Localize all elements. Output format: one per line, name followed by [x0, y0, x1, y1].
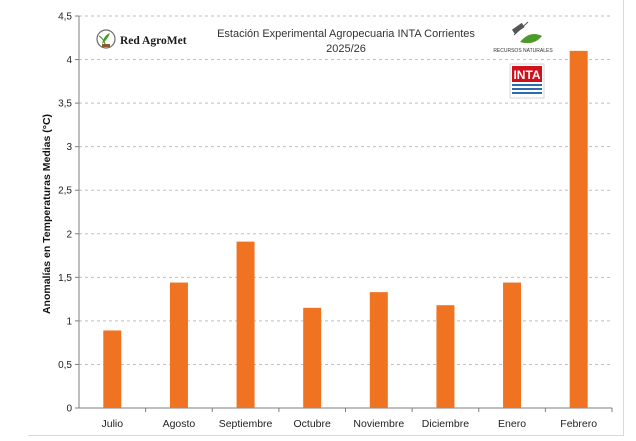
x-tick-label: Noviembre: [353, 418, 404, 430]
bar-enero: [503, 282, 522, 408]
x-tick-label: Diciembre: [422, 418, 469, 430]
x-tick-label: Agosto: [163, 418, 196, 430]
chart-frame: [28, 0, 624, 436]
inta-text: INTA: [513, 68, 540, 82]
recursos-naturales-logo: RECURSOS NATURALES: [493, 21, 553, 54]
chart-title: Estación Experimental Agropecuaria INTA …: [217, 28, 475, 40]
bar-agosto: [169, 282, 188, 408]
inta-logo: INTA: [509, 63, 545, 99]
satellite-leaf-icon: [511, 21, 542, 44]
bar-julio: [103, 330, 122, 408]
y-axis-label: Anomalías en Temperaturas Medias (°C): [41, 114, 53, 314]
x-tick-labels: Julio Agosto Septiembre Octubre Noviembre Dic…: [102, 408, 613, 430]
y-tick-label: 0,5: [58, 360, 72, 371]
x-tick-label: Febrero: [560, 418, 597, 430]
y-tick-label: 3: [66, 142, 72, 153]
red-agromet-logo: Red AgroMet: [96, 29, 187, 49]
bar-febrero: [569, 50, 588, 408]
x-tick-label: Julio: [102, 418, 124, 430]
chart-subtitle: 2025/26: [326, 43, 366, 55]
x-tick-label: Enero: [498, 418, 526, 430]
y-tick-label: 2,5: [58, 186, 72, 197]
plant-globe-icon: [96, 29, 116, 49]
bar-noviembre: [369, 292, 388, 408]
y-tick-labels: 0 0,5 1 1,5 2 2,5 3 3,5 4 4,5: [58, 12, 79, 415]
bar-diciembre: [436, 305, 455, 408]
bar-octubre: [303, 307, 322, 408]
x-tick-label: Septiembre: [219, 418, 273, 430]
y-tick-label: 0: [66, 404, 72, 415]
bars: [103, 50, 588, 408]
y-tick-label: 2: [66, 229, 72, 240]
red-agromet-text: Red AgroMet: [120, 35, 187, 47]
bar-septiembre: [236, 241, 255, 408]
recursos-naturales-text: RECURSOS NATURALES: [493, 48, 553, 54]
y-tick-label: 1: [66, 316, 72, 327]
y-tick-label: 4,5: [58, 12, 72, 23]
y-tick-label: 3,5: [58, 99, 72, 110]
x-tick-label: Octubre: [294, 418, 332, 430]
y-tick-label: 4: [66, 55, 72, 66]
y-tick-label: 1,5: [58, 273, 72, 284]
grid-lines: [79, 15, 612, 365]
